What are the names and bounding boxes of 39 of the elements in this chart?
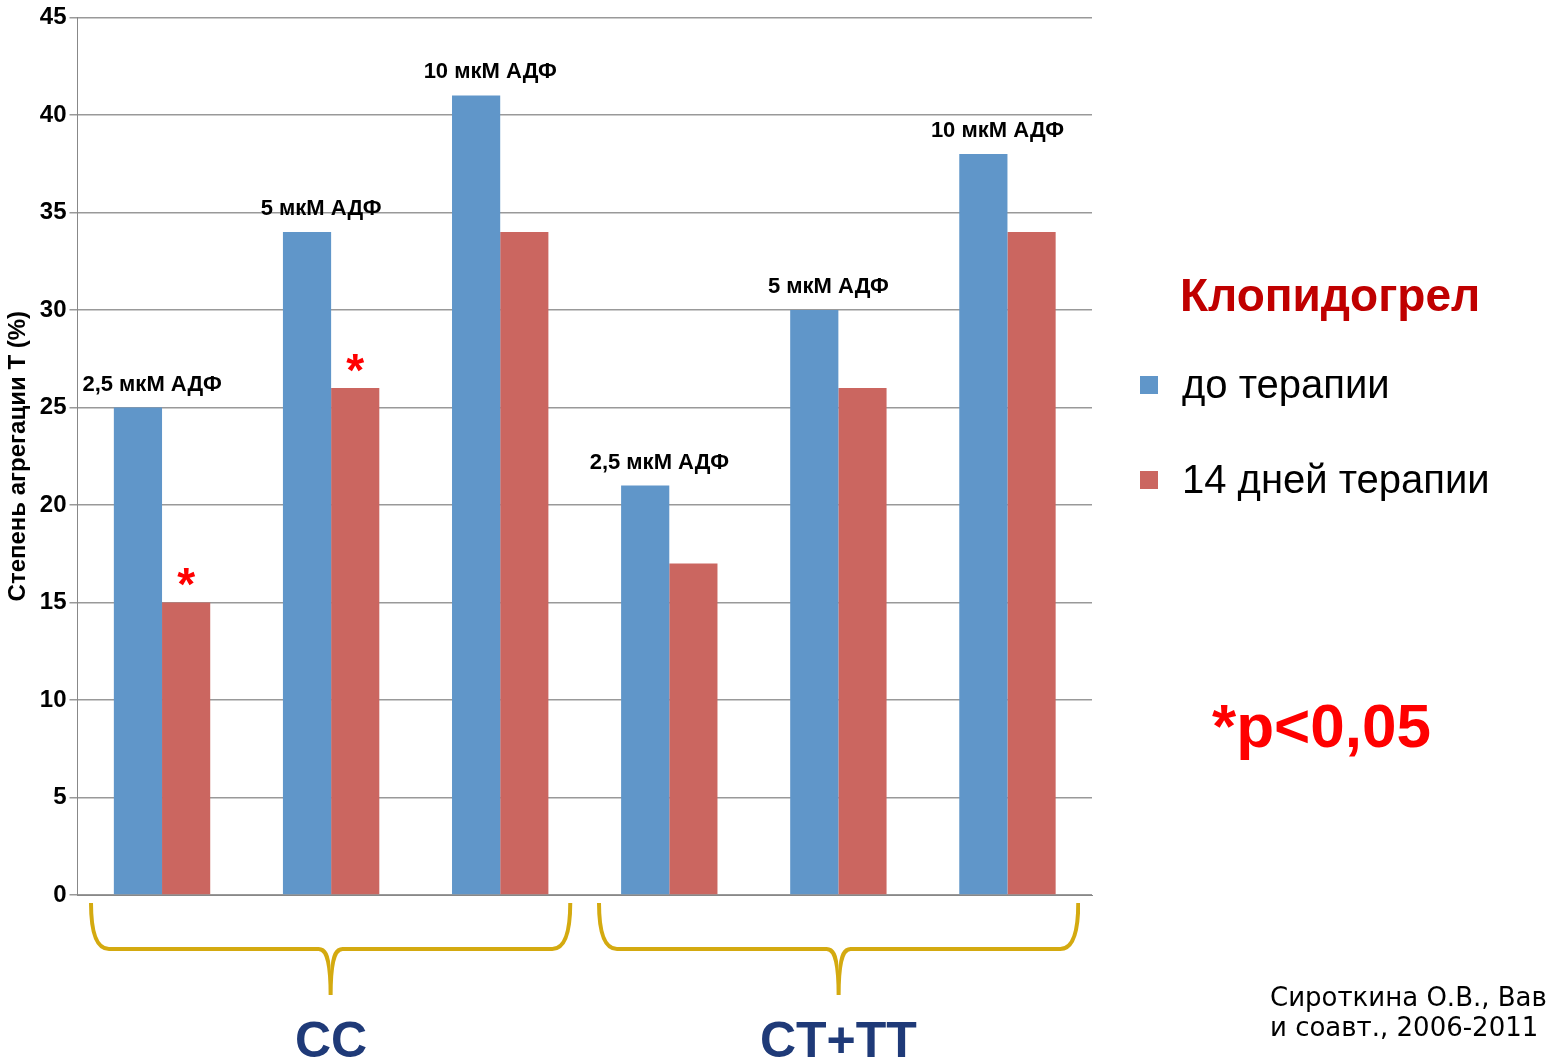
x-tick-label: 5 мкМ АДФ	[260, 194, 382, 220]
bar	[621, 485, 670, 895]
bar	[959, 153, 1008, 895]
x-tick-label: 10 мкМ АДФ	[423, 58, 558, 84]
bar	[790, 309, 839, 895]
text: CC	[294, 1011, 369, 1063]
x-tick-label: 2,5 мкМ АДФ	[589, 448, 730, 474]
legend-title: Клопидогрел	[1180, 268, 1482, 322]
y-tick-label: 15	[39, 587, 67, 615]
y-tick-label: 45	[39, 2, 67, 30]
bar	[838, 387, 887, 895]
text: CT+TT	[758, 1011, 918, 1063]
legend-label: до терапии	[1182, 362, 1390, 407]
y-tick-label: 5	[53, 782, 67, 810]
bar	[162, 602, 211, 895]
bar	[282, 231, 332, 895]
y-tick-label: 35	[39, 197, 67, 225]
bar	[452, 95, 501, 895]
annotation: *	[177, 558, 196, 611]
bar	[331, 387, 380, 895]
y-tick-label: 30	[39, 294, 67, 322]
text: Сироткина О.В., Вав	[1270, 982, 1547, 1012]
y-tick-label: 40	[39, 99, 67, 127]
y-tick-label: 0	[53, 879, 67, 907]
bar	[669, 563, 718, 895]
x-tick-label: 5 мкМ АДФ	[767, 273, 890, 298]
text: *p<0,05	[1212, 690, 1431, 761]
y-tick-label: 25	[39, 392, 67, 420]
bar	[113, 407, 163, 895]
x-tick-label: 2,5 мкМ АДФ	[82, 370, 222, 396]
legend-label: 14 дней терапии	[1182, 457, 1490, 502]
y-tick-label: 10	[39, 684, 67, 712]
y-axis-title: Степень агрегации Т (%)	[3, 310, 31, 602]
y-tick-label: 20	[39, 489, 67, 517]
text: и соавт., 2006-2011	[1270, 1012, 1540, 1042]
annotation: *	[346, 343, 365, 396]
bar	[500, 231, 549, 895]
x-tick-label: 10 мкМ АДФ	[930, 116, 1065, 142]
bar	[1007, 231, 1056, 895]
